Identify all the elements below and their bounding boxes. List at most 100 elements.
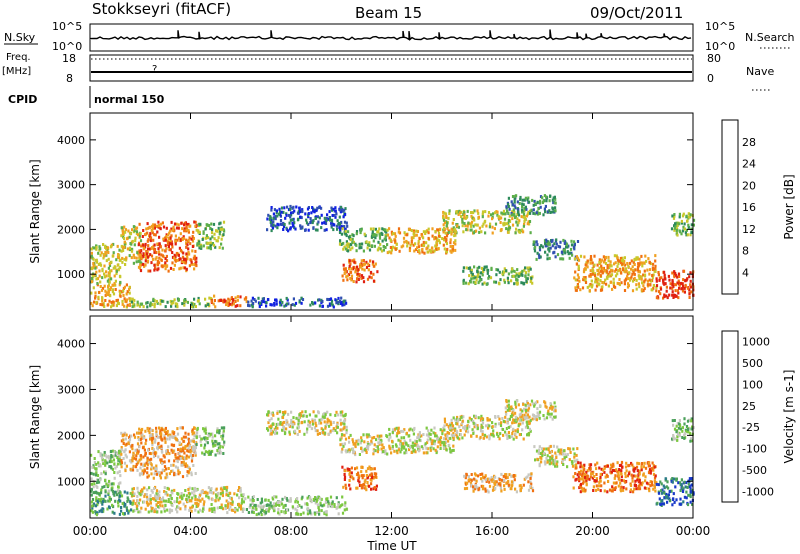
data-cell bbox=[164, 257, 167, 261]
data-cell bbox=[528, 415, 531, 419]
data-cell bbox=[185, 497, 188, 501]
data-cell bbox=[164, 492, 167, 496]
data-cell bbox=[174, 435, 177, 439]
data-cell bbox=[494, 222, 498, 226]
data-cell bbox=[510, 480, 513, 484]
data-cell bbox=[172, 268, 175, 271]
data-cell bbox=[374, 449, 377, 453]
scatter-region bbox=[137, 220, 198, 273]
data-cell bbox=[146, 475, 149, 479]
data-cell bbox=[209, 432, 212, 436]
data-cell bbox=[430, 442, 433, 445]
data-cell bbox=[349, 248, 352, 252]
data-cell bbox=[323, 221, 326, 225]
data-cell bbox=[179, 457, 182, 460]
data-cell bbox=[229, 491, 232, 495]
data-cell bbox=[640, 277, 643, 281]
data-cell bbox=[280, 223, 283, 226]
data-cell bbox=[282, 228, 285, 231]
data-cell bbox=[346, 467, 349, 471]
data-cell bbox=[251, 296, 254, 300]
data-cell bbox=[342, 241, 345, 245]
data-cell bbox=[292, 297, 295, 301]
data-cell bbox=[431, 439, 434, 443]
data-cell bbox=[520, 208, 524, 212]
data-cell bbox=[320, 509, 323, 513]
data-cell bbox=[412, 449, 415, 453]
data-cell bbox=[121, 260, 124, 264]
data-cell bbox=[169, 266, 173, 270]
data-cell bbox=[327, 502, 330, 506]
data-cell bbox=[354, 270, 357, 274]
data-cell bbox=[216, 506, 219, 510]
data-cell bbox=[274, 217, 277, 221]
data-cell bbox=[266, 413, 269, 417]
data-cell bbox=[309, 303, 312, 307]
data-cell bbox=[143, 448, 146, 452]
data-cell bbox=[156, 230, 159, 234]
data-cell bbox=[96, 491, 99, 495]
data-cell bbox=[433, 249, 436, 253]
data-cell bbox=[138, 445, 141, 449]
data-cell bbox=[279, 422, 282, 426]
data-cell bbox=[654, 254, 657, 258]
data-cell bbox=[522, 437, 525, 441]
data-cell bbox=[223, 487, 226, 490]
data-cell bbox=[165, 437, 169, 441]
data-cell bbox=[445, 234, 449, 238]
data-cell bbox=[517, 208, 520, 212]
data-cell bbox=[533, 199, 536, 203]
data-cell bbox=[516, 273, 519, 277]
data-cell bbox=[545, 238, 548, 242]
data-cell bbox=[190, 499, 193, 503]
data-cell bbox=[216, 229, 219, 233]
data-cell bbox=[198, 246, 201, 250]
data-cell bbox=[100, 500, 103, 504]
data-cell bbox=[336, 425, 339, 429]
data-cell bbox=[204, 227, 207, 231]
data-cell bbox=[202, 505, 205, 509]
data-cell bbox=[153, 305, 156, 309]
data-cell bbox=[568, 256, 571, 260]
data-cell bbox=[417, 449, 420, 453]
data-cell bbox=[388, 250, 391, 254]
data-cell bbox=[527, 196, 530, 200]
data-cell bbox=[538, 416, 541, 420]
data-cell bbox=[261, 508, 264, 512]
data-cell bbox=[108, 479, 111, 483]
data-cell bbox=[372, 233, 375, 237]
data-cell bbox=[308, 420, 311, 424]
data-cell bbox=[338, 242, 342, 246]
data-cell bbox=[321, 304, 324, 308]
data-cell bbox=[338, 208, 342, 212]
data-cell bbox=[488, 424, 491, 428]
data-cell bbox=[481, 472, 484, 476]
data-cell bbox=[470, 211, 473, 214]
data-cell bbox=[450, 421, 453, 425]
data-cell bbox=[680, 219, 683, 223]
data-cell bbox=[471, 272, 474, 276]
data-cell bbox=[206, 246, 209, 250]
data-cell bbox=[378, 232, 381, 236]
data-cell bbox=[293, 303, 296, 307]
data-cell bbox=[278, 503, 281, 507]
data-cell bbox=[435, 434, 438, 438]
data-cell bbox=[132, 253, 135, 257]
data-cell bbox=[569, 251, 572, 255]
data-cell bbox=[164, 499, 167, 503]
data-cell bbox=[104, 499, 107, 503]
data-cell bbox=[119, 280, 122, 284]
data-cell bbox=[124, 469, 127, 473]
data-cell bbox=[154, 507, 157, 511]
data-cell bbox=[104, 460, 107, 464]
data-cell bbox=[151, 231, 154, 235]
data-cell bbox=[475, 484, 478, 487]
data-cell bbox=[96, 499, 99, 503]
data-cell bbox=[348, 483, 351, 487]
data-cell bbox=[390, 230, 393, 234]
data-cell bbox=[170, 497, 173, 500]
data-cell bbox=[103, 451, 106, 454]
data-cell bbox=[288, 221, 291, 225]
data-cell bbox=[129, 501, 132, 505]
data-cell bbox=[175, 302, 178, 306]
